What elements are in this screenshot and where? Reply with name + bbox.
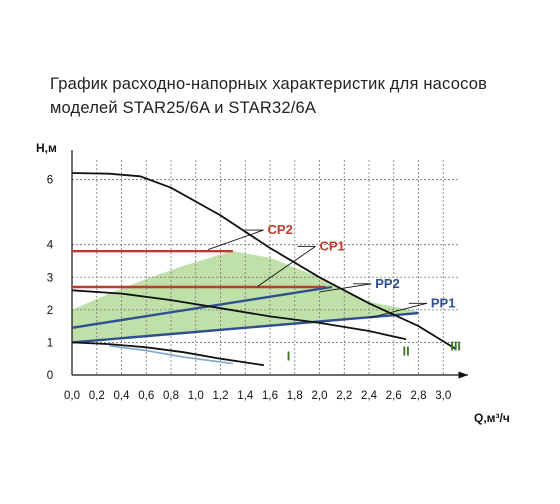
y-tick-label: 2 (47, 305, 53, 317)
x-tick-label: 0,2 (89, 390, 105, 402)
speed-label-i: I (287, 348, 291, 363)
annotation-label-cp2: CP2 (268, 222, 293, 237)
y-tick-label: 3 (47, 272, 53, 284)
chart-title-line1: График расходно-напорных характеристик д… (50, 75, 488, 93)
y-tick-label: 6 (47, 175, 53, 187)
x-tick-label: 1,6 (262, 390, 278, 402)
x-tick-label: 0,4 (114, 390, 131, 402)
y-tick-label: 4 (47, 240, 54, 252)
annotation-leader-cp2 (207, 229, 264, 251)
x-tick-label: 2,2 (336, 390, 352, 402)
annotation-leader-pp2 (319, 283, 372, 293)
curve-speed-ii (71, 289, 407, 341)
control-line-pp1 (71, 311, 419, 344)
control-line-pp2 (71, 285, 333, 329)
x-tick-label: 1,8 (287, 390, 303, 402)
y-tick-label: 1 (47, 337, 53, 349)
speed-label-ii: II (403, 344, 410, 359)
x-tick-label: 0,6 (138, 390, 154, 402)
speed-label-iii: III (450, 339, 461, 354)
x-tick-label: 1,4 (237, 390, 254, 402)
x-tick-label: 3,0 (435, 390, 451, 402)
chart-title: График расходно-напорных характеристик д… (50, 72, 520, 120)
y-axis-label: H,м (36, 141, 57, 155)
x-tick-label: 2,0 (312, 390, 328, 402)
x-tick-label: 2,8 (411, 390, 427, 402)
curve-light (108, 344, 234, 365)
x-tick-label: 0,0 (64, 390, 80, 402)
x-axis-label: Q,м³/ч (474, 411, 510, 425)
curve-speed-iii (71, 172, 457, 350)
y-tick-label: 0 (47, 370, 53, 382)
annotation-label-cp1: CP1 (320, 238, 345, 253)
x-tick-label: 1,2 (213, 390, 229, 402)
chart-title-line2: моделей STAR25/6A и STAR32/6A (50, 99, 317, 117)
x-tick-label: 1,0 (188, 390, 204, 402)
x-tick-label: 0,8 (163, 390, 179, 402)
curve-speed-i (71, 341, 264, 367)
annotation-label-pp1: PP1 (431, 295, 456, 310)
x-tick-label: 2,6 (386, 390, 402, 402)
annotation-label-pp2: PP2 (375, 276, 400, 291)
annotation-leader-pp1 (368, 302, 427, 319)
annotation-leader-cp1 (257, 245, 316, 287)
x-tick-label: 2,4 (361, 390, 378, 402)
